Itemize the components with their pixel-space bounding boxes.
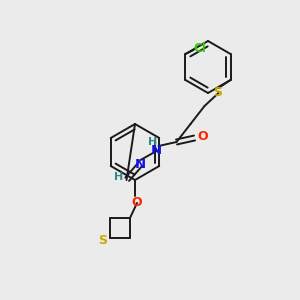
Text: N: N [135, 158, 146, 170]
Text: H: H [114, 172, 123, 182]
Text: S: S [213, 86, 222, 100]
Text: S: S [98, 235, 107, 248]
Text: Cl: Cl [193, 43, 206, 56]
Text: O: O [197, 130, 208, 143]
Text: N: N [151, 145, 162, 158]
Text: O: O [132, 196, 142, 209]
Text: H: H [148, 137, 157, 147]
